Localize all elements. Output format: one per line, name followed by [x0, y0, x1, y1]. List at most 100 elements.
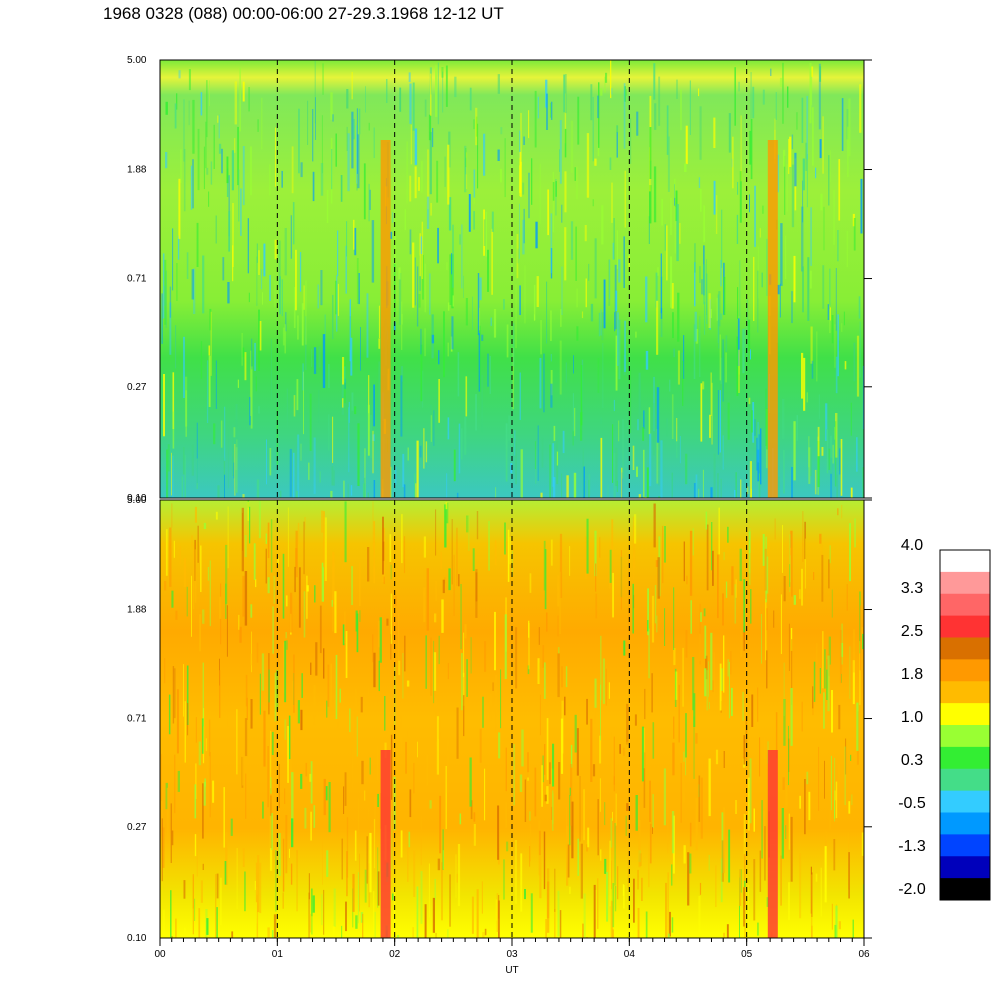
bottom-streak [417, 741, 418, 758]
top-streak [235, 404, 238, 448]
bottom-streak [358, 798, 360, 842]
bottom-streak [354, 715, 357, 751]
bottom-streak [442, 829, 444, 870]
bottom-streak [529, 573, 532, 593]
top-streak [197, 128, 200, 191]
top-streak [835, 356, 838, 394]
bottom-streak [558, 762, 561, 800]
bottom-streak [407, 731, 410, 738]
bottom-streak [537, 658, 540, 684]
top-streak [803, 357, 806, 411]
bottom-streak [303, 591, 306, 638]
top-streak [806, 392, 808, 403]
top-streak [228, 211, 231, 252]
top-streak [735, 472, 737, 498]
bottom-streak [759, 850, 762, 892]
bottom-streak [582, 923, 584, 938]
bottom-streak [321, 894, 323, 926]
top-streak [232, 203, 234, 267]
top-streak [656, 300, 659, 355]
bottom-streak [727, 659, 730, 677]
bottom-streak [488, 521, 490, 571]
top-streak [519, 203, 520, 259]
bottom-streak [428, 863, 430, 918]
top-streak [809, 270, 812, 289]
bottom-streak [505, 747, 507, 792]
bottom-streak [723, 635, 725, 693]
bottom-streak [519, 774, 523, 792]
top-streak [759, 228, 761, 238]
top-streak [483, 209, 485, 256]
bottom-streak [793, 595, 796, 605]
bottom-streak [469, 757, 472, 807]
top-streak [368, 183, 370, 222]
bottom-streak [633, 525, 636, 569]
top-streak [163, 374, 165, 437]
top-streak [255, 376, 257, 392]
top-streak [830, 435, 832, 474]
bottom-streak [834, 757, 836, 822]
x-tick-label: 05 [741, 949, 753, 960]
bottom-streak [201, 718, 204, 754]
top-streak [424, 263, 427, 313]
bottom-streak [780, 855, 782, 906]
top-streak [256, 243, 258, 263]
top-streak [317, 284, 319, 309]
bottom-streak [788, 623, 790, 671]
bottom-streak [496, 893, 499, 932]
bottom-streak [637, 869, 639, 890]
top-streak [819, 66, 822, 82]
top-streak [258, 406, 260, 414]
top-streak [533, 284, 536, 321]
top-streak [750, 349, 751, 360]
top-streak [284, 228, 287, 276]
top-streak [550, 248, 553, 279]
bottom-streak [209, 752, 211, 818]
top-streak [200, 341, 203, 379]
top-streak [347, 483, 349, 498]
top-streak [597, 95, 599, 119]
bottom-streak [503, 859, 505, 900]
bottom-streak [659, 937, 661, 938]
top-streak [242, 146, 245, 206]
bottom-streak [334, 591, 337, 634]
top-streak [275, 127, 276, 187]
bottom-streak [468, 515, 470, 552]
bottom-streak [446, 739, 449, 793]
bottom-streak [183, 664, 184, 717]
top-streak [240, 188, 242, 236]
bottom-streak [287, 936, 289, 938]
top-streak [473, 119, 475, 130]
bottom-streak [441, 862, 443, 921]
top-streak [762, 89, 765, 105]
top-streak [193, 268, 196, 314]
top-streak [710, 372, 712, 416]
top-streak [167, 444, 170, 472]
colorbar-swatch [940, 856, 990, 879]
top-streak [862, 467, 864, 498]
bottom-streak [313, 684, 316, 725]
top-streak [534, 441, 536, 469]
top-y-tick-label: 5.00 [127, 55, 147, 66]
bottom-streak [634, 714, 637, 726]
bottom-streak [270, 795, 272, 849]
bottom-streak [258, 500, 261, 539]
top-streak [582, 448, 584, 497]
top-streak [346, 89, 349, 109]
top-streak [520, 449, 523, 498]
bottom-streak [254, 880, 256, 890]
bottom-streak [623, 884, 625, 909]
top-streak [487, 353, 489, 387]
bottom-streak [595, 563, 597, 592]
top-streak [257, 119, 259, 132]
top-streak [186, 252, 189, 279]
top-streak [616, 125, 619, 133]
bottom-streak [198, 741, 201, 766]
bottom-streak [161, 754, 162, 802]
top-streak [846, 109, 849, 140]
bottom-streak [244, 571, 248, 626]
bottom-streak [500, 669, 502, 729]
bottom-streak [331, 600, 333, 607]
bottom-streak [311, 888, 313, 935]
top-streak [172, 455, 174, 498]
